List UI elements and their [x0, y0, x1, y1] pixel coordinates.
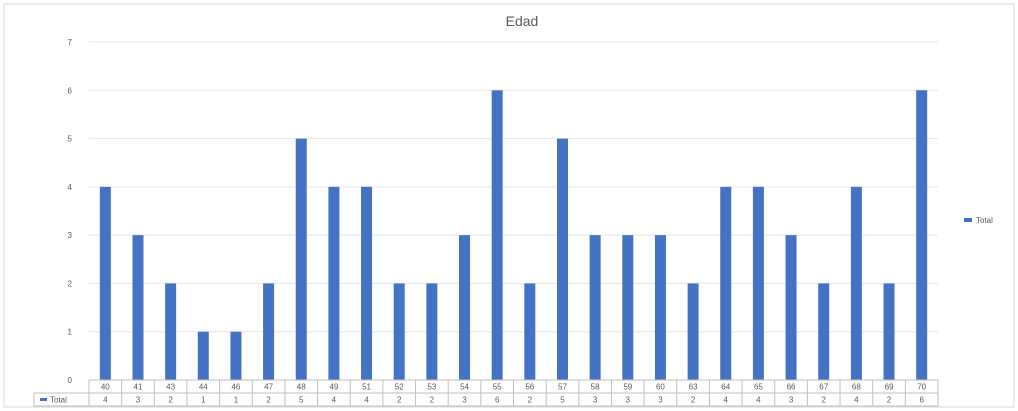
- bar: [720, 186, 732, 380]
- table-value: 6: [495, 396, 500, 405]
- x-tick-label: 55: [493, 383, 502, 392]
- legend-swatch: [964, 218, 972, 222]
- x-tick-label: 48: [297, 383, 306, 392]
- legend: Total: [964, 216, 993, 225]
- table-value: 4: [103, 396, 108, 405]
- table-value: 4: [724, 396, 729, 405]
- bar: [818, 283, 830, 380]
- x-tick-label: 40: [101, 383, 110, 392]
- bar: [654, 235, 666, 380]
- bar: [883, 283, 895, 380]
- bar: [393, 283, 405, 380]
- table-value: 4: [854, 396, 859, 405]
- x-tick-label: 53: [427, 383, 436, 392]
- x-tick-label: 52: [395, 383, 404, 392]
- x-tick-label: 70: [917, 383, 926, 392]
- x-tick-label: 69: [885, 383, 894, 392]
- table-value: 2: [691, 396, 696, 405]
- bar: [328, 186, 340, 380]
- x-tick-label: 49: [329, 383, 338, 392]
- bars: [99, 90, 928, 381]
- x-tick-label: 57: [558, 383, 567, 392]
- bar: [132, 235, 144, 380]
- bar: [752, 186, 764, 380]
- y-tick-label: 1: [68, 328, 73, 337]
- table-legend-swatch: [40, 398, 47, 401]
- table-value: 3: [462, 396, 467, 405]
- bar: [230, 331, 242, 380]
- table-value: 2: [397, 396, 402, 405]
- bar: [785, 235, 797, 380]
- x-tick-label: 63: [689, 383, 698, 392]
- data-table: 40 41 43 44 46 47 48 49 51 52 53 54 55 56 57 58 59 60 63 64…: [33, 379, 939, 407]
- legend-label: Total: [976, 216, 993, 225]
- table-row-label: Total: [50, 396, 67, 405]
- table-value: 1: [201, 396, 206, 405]
- x-tick-label: 66: [787, 383, 796, 392]
- x-tick-label: 44: [199, 383, 208, 392]
- bar: [589, 235, 601, 380]
- chart-title: Edad: [506, 13, 539, 29]
- x-tick-label: 41: [134, 383, 143, 392]
- x-tick-label: 54: [460, 383, 469, 392]
- bar: [361, 186, 373, 380]
- x-tick-label: 43: [166, 383, 175, 392]
- table-value: 5: [560, 396, 565, 405]
- x-tick-label: 60: [656, 383, 665, 392]
- table-value: 4: [756, 396, 761, 405]
- bar: [916, 90, 928, 381]
- table-value: 6: [919, 396, 924, 405]
- bar: [687, 283, 699, 380]
- x-tick-label: 56: [525, 383, 534, 392]
- table-value: 2: [266, 396, 271, 405]
- x-tick-label: 67: [819, 383, 828, 392]
- bar: [622, 235, 634, 380]
- y-axis: 0 1 2 3 4 5 6 7: [68, 38, 73, 385]
- y-tick-label: 3: [68, 231, 73, 240]
- y-tick-label: 6: [68, 86, 73, 95]
- bar: [459, 235, 471, 380]
- table-value: 5: [299, 396, 304, 405]
- x-tick-label: 68: [852, 383, 861, 392]
- x-tick-label: 51: [362, 383, 371, 392]
- table-value: 3: [789, 396, 794, 405]
- bar: [850, 186, 862, 380]
- bar: [426, 283, 438, 380]
- chart-border: [3, 3, 1015, 408]
- x-tick-label: 64: [721, 383, 730, 392]
- x-tick-label: 58: [591, 383, 600, 392]
- table-value: 3: [593, 396, 598, 405]
- table-value: 3: [626, 396, 631, 405]
- x-tick-label: 65: [754, 383, 763, 392]
- bar: [165, 283, 177, 380]
- y-tick-label: 7: [68, 38, 73, 47]
- y-tick-label: 2: [68, 279, 73, 288]
- table-value: 4: [364, 396, 369, 405]
- table-value: 3: [658, 396, 663, 405]
- bar: [197, 331, 209, 380]
- table-value: 2: [528, 396, 533, 405]
- bar: [263, 283, 275, 380]
- x-tick-label: 46: [231, 383, 240, 392]
- y-tick-label: 5: [68, 135, 73, 144]
- table-value: 2: [168, 396, 173, 405]
- table-value: 4: [332, 396, 337, 405]
- bar: [295, 138, 307, 380]
- bar: [524, 283, 536, 380]
- bar: [556, 138, 568, 380]
- table-value: 3: [136, 396, 141, 405]
- bar: [491, 90, 503, 381]
- table-value: 2: [821, 396, 826, 405]
- table-value: 2: [887, 396, 892, 405]
- x-tick-label: 47: [264, 383, 273, 392]
- table-value: 2: [430, 396, 435, 405]
- table-value: 1: [234, 396, 239, 405]
- y-tick-label: 4: [68, 183, 73, 192]
- y-tick-label: 0: [68, 376, 73, 385]
- bar: [99, 186, 111, 380]
- x-tick-label: 59: [623, 383, 632, 392]
